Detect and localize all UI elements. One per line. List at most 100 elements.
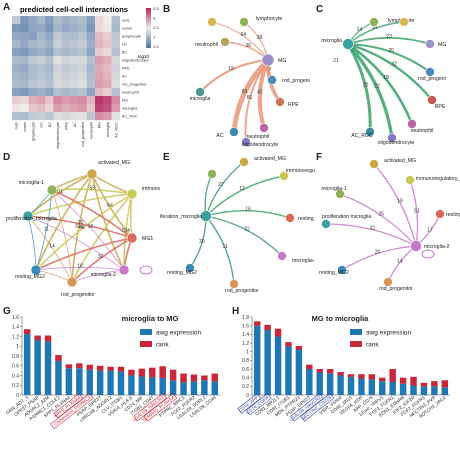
- network-edge-label: 20: [363, 82, 369, 88]
- network-edge: [51, 189, 73, 283]
- network-node-label: neutrophil: [411, 128, 434, 134]
- legend-swatch: [350, 329, 362, 335]
- network-edge-label: 36: [245, 43, 251, 49]
- heatmap-cell: [61, 16, 71, 25]
- heatmap-cell: [70, 56, 79, 65]
- heatmap-cell: [28, 96, 38, 105]
- heatmap-cell: [70, 80, 79, 89]
- network-edge: [71, 193, 133, 283]
- y-tick-label: 0.2: [12, 383, 19, 389]
- bar-rank: [169, 369, 177, 381]
- network-node: [267, 75, 277, 85]
- heatmap-cell: [53, 88, 62, 97]
- network-edge-label: 101: [55, 189, 64, 195]
- y-tick-label: 1.2: [242, 341, 249, 347]
- heatmap-row-label: AC: [122, 75, 128, 79]
- heatmap-cell: [45, 32, 54, 41]
- bar-rank: [326, 369, 334, 374]
- heatmap-cell: [86, 40, 96, 49]
- network-edge: [346, 43, 372, 133]
- heatmap-col-label: oligodendrocyte: [56, 122, 60, 149]
- network-edge: [231, 58, 270, 133]
- heatmap-cell: [86, 56, 96, 65]
- heatmap-cell: [20, 48, 29, 57]
- network-edge: [211, 21, 269, 61]
- network-edge-label: 34: [372, 25, 378, 31]
- heatmap-col-label: AC: [73, 122, 77, 128]
- network-edge: [341, 245, 417, 271]
- bar-chart-g: microglia to MG awg expression rank 0 0.2 0.4…: [5, 314, 220, 430]
- bar-awg-expression: [431, 386, 438, 395]
- bar-rank: [138, 368, 146, 377]
- network-node: [239, 157, 249, 167]
- heatmap-cell: [78, 56, 87, 65]
- network-node: [410, 240, 422, 252]
- network-node-label: rod_progeni: [418, 76, 446, 82]
- heatmap-cell: [111, 88, 121, 97]
- bar-rank: [399, 377, 407, 384]
- heatmap-cell: [36, 88, 46, 97]
- bar-awg-expression: [117, 371, 125, 395]
- network-edge-label: 17: [427, 227, 433, 233]
- heatmap-cell: [103, 88, 112, 97]
- heatmap-col-label: cones: [23, 122, 27, 132]
- legend-swatch: [140, 329, 152, 335]
- heatmap-cell: [20, 24, 29, 33]
- heatmap-cell: [61, 96, 71, 105]
- heatmap-cell: [12, 48, 21, 57]
- bar-awg-expression: [441, 387, 449, 395]
- network-node: [285, 213, 295, 223]
- network-node: [185, 263, 195, 273]
- heatmap-cell: [61, 40, 71, 49]
- bar-rank: [117, 366, 125, 372]
- bar-rank: [65, 364, 73, 369]
- bar-awg-expression: [253, 325, 261, 395]
- panel-letter-g: G: [3, 306, 11, 317]
- heatmap-cell: [20, 32, 29, 41]
- heatmap-cell: [78, 72, 87, 81]
- bar-rank: [274, 328, 282, 337]
- heatmap-row-label: BC: [122, 51, 128, 55]
- bar-rank: [389, 369, 396, 382]
- network-node: [66, 276, 78, 288]
- heatmap-cell: [103, 48, 112, 57]
- heatmap-cell: [111, 104, 121, 113]
- heatmap-row-labels: rods cones lymphocyte HC BC oligodendrocyte RP…: [122, 19, 149, 119]
- heatmap-cell: [36, 32, 46, 41]
- network-edge-label: 11: [44, 226, 49, 232]
- network-edge: [257, 59, 270, 129]
- network-edge: [71, 173, 93, 283]
- heatmap-cell: [78, 64, 87, 73]
- heatmap-cell: [20, 80, 29, 89]
- heatmap-legend-tick: 3.5: [153, 6, 159, 11]
- network-node-label: RPE: [288, 102, 299, 108]
- heatmap-row-label: rods: [122, 19, 129, 23]
- heatmap-cell: [86, 64, 96, 73]
- heatmap-cell: [45, 24, 54, 33]
- network-node-label: immunoregulatory_MG: [142, 186, 160, 192]
- heatmap-cell: [111, 48, 121, 57]
- network-edge-label: 42: [257, 90, 263, 96]
- network-edge: [373, 163, 417, 247]
- network-node: [207, 169, 217, 179]
- heatmap-cell: [61, 24, 71, 33]
- heatmap-cell: [61, 80, 71, 89]
- network-node-label: proliferation microglia: [322, 214, 371, 220]
- network-node-label: microglia-2: [91, 272, 116, 278]
- network-node: [427, 95, 437, 105]
- heatmap-cell: [103, 112, 112, 121]
- heatmap-legend-tick: 2.5: [153, 25, 159, 30]
- heatmap-cell: [111, 64, 121, 73]
- bar-awg-expression: [180, 382, 187, 395]
- bar-rank: [76, 363, 83, 369]
- heatmap-cell: [70, 96, 79, 105]
- bar-rank: [295, 346, 303, 350]
- heatmap-col-label: rod_progenitor: [81, 121, 85, 146]
- network-edge-label: 11: [222, 244, 227, 250]
- heatmap-row-label: cones: [122, 27, 132, 31]
- bar-rank: [149, 367, 156, 378]
- heatmap-cell: [61, 88, 71, 97]
- x-tick-highlight-box: [133, 393, 167, 422]
- network-edge-label: 60: [242, 89, 248, 95]
- heatmap-cell: [36, 48, 46, 57]
